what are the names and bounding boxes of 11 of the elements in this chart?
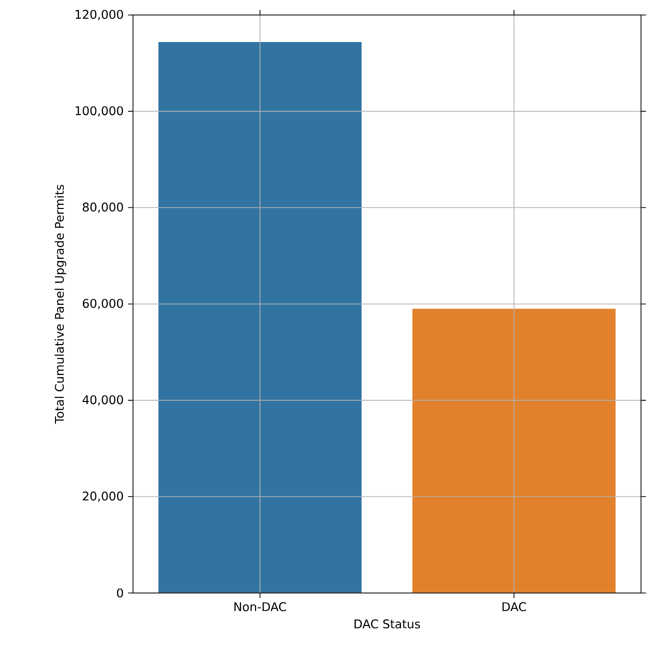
y-tick-label: 0 — [116, 588, 124, 598]
y-tick-label: 40,000 — [82, 395, 124, 406]
y-tick-label: 20,000 — [82, 492, 124, 502]
x-axis-title: DAC Status — [354, 619, 420, 628]
y-tick-label: 100,000 — [76, 106, 124, 116]
x-tick-label: Non-DAC — [234, 602, 286, 612]
y-tick-label: 60,000 — [82, 298, 124, 310]
x-tick-label: DAC — [502, 602, 526, 612]
y-tick-label: 120,000 — [76, 10, 124, 20]
y-axis-title: Total Cumulative Panel Upgrade Permits — [54, 184, 66, 424]
y-tick-label: 80,000 — [82, 202, 124, 213]
